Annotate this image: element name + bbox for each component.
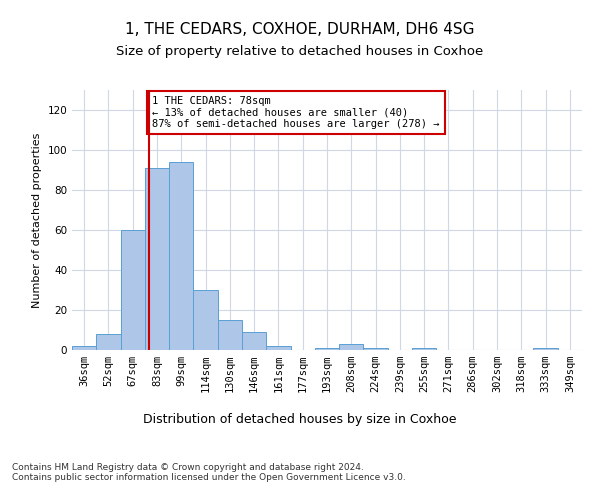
Bar (121, 230, 145, 350)
Text: Distribution of detached houses by size in Coxhoe: Distribution of detached houses by size … (143, 412, 457, 426)
Bar (364, 348, 388, 350)
Bar (96, 334, 121, 350)
Bar (193, 290, 218, 350)
Bar (533, 348, 558, 350)
Text: 1, THE CEDARS, COXHOE, DURHAM, DH6 4SG: 1, THE CEDARS, COXHOE, DURHAM, DH6 4SG (125, 22, 475, 38)
Bar (145, 168, 169, 350)
Bar (242, 332, 266, 350)
Bar (218, 320, 242, 350)
Text: 1 THE CEDARS: 78sqm
← 13% of detached houses are smaller (40)
87% of semi-detach: 1 THE CEDARS: 78sqm ← 13% of detached ho… (152, 96, 440, 129)
Bar (412, 348, 436, 350)
Bar (72, 346, 96, 350)
Y-axis label: Number of detached properties: Number of detached properties (32, 132, 42, 308)
Bar (266, 346, 290, 350)
Text: Size of property relative to detached houses in Coxhoe: Size of property relative to detached ho… (116, 45, 484, 58)
Bar (339, 344, 364, 350)
Bar (315, 348, 339, 350)
Bar (169, 162, 193, 350)
Text: Contains HM Land Registry data © Crown copyright and database right 2024.
Contai: Contains HM Land Registry data © Crown c… (12, 462, 406, 482)
